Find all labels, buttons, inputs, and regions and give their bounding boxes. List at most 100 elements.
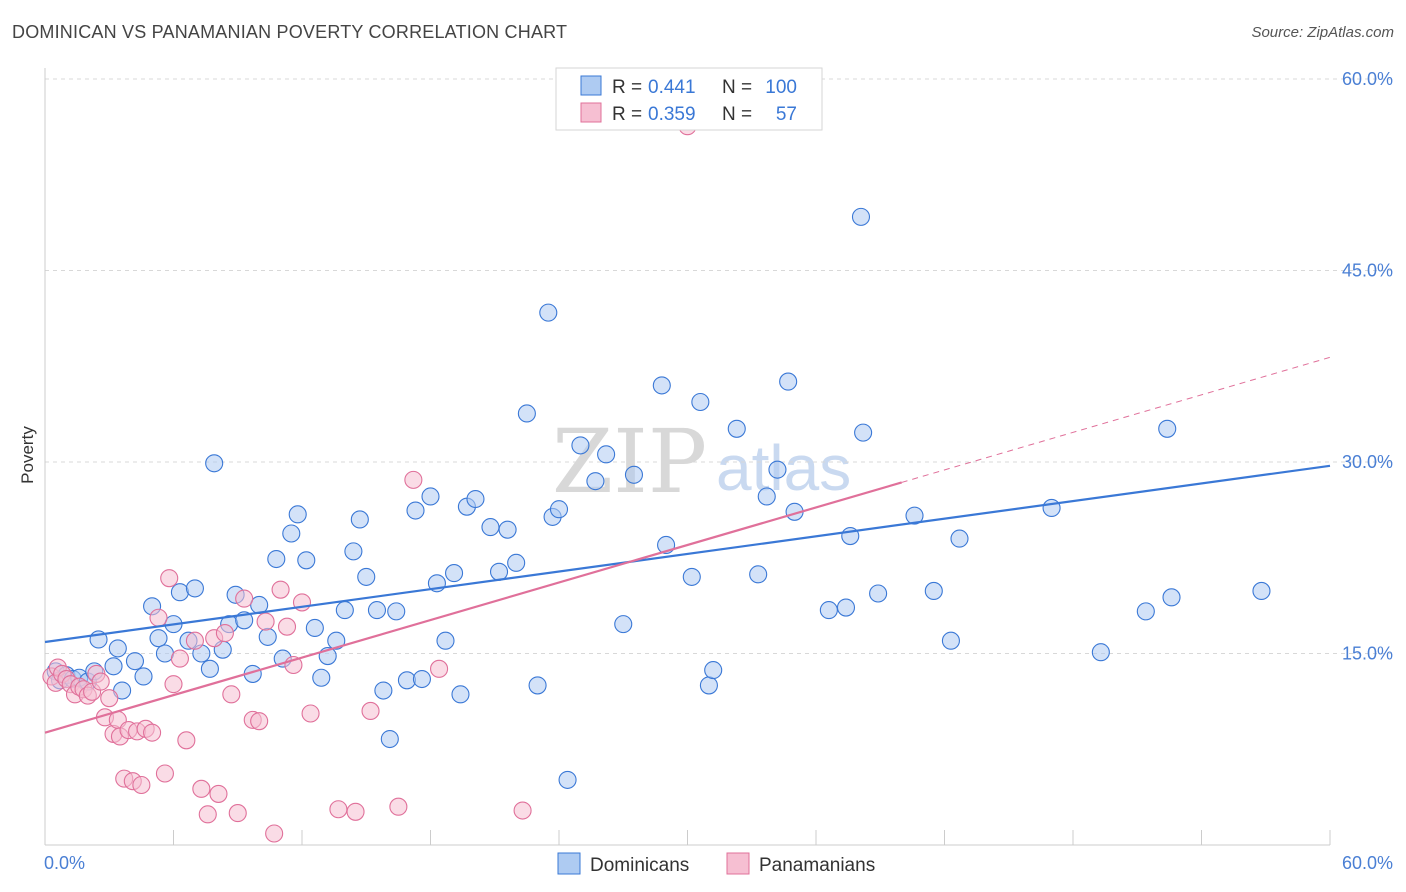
dominicans-point-87 [851, 207, 871, 226]
legend: R = 0.441 N = 100 R = 0.359 N = 57 [555, 67, 823, 131]
dominicans-point-35 [305, 618, 324, 638]
dominicans-point-65 [549, 500, 569, 519]
panamanians-point-29 [170, 649, 189, 668]
panamanians-point-31 [185, 631, 204, 650]
dominicans-point-81 [768, 460, 787, 479]
panamanians-point-38 [228, 804, 247, 823]
dominicans-point-60 [507, 553, 526, 572]
dominicans-point-76 [699, 676, 718, 695]
dominicans-point-72 [652, 376, 671, 395]
panamanians-point-39 [235, 589, 254, 608]
source-label: Source: ZipAtlas.com [1251, 24, 1394, 41]
dominicans-point-92 [941, 631, 960, 650]
dominicans-point-74 [682, 567, 701, 586]
x-tick-label-1: 60.0% [1342, 853, 1393, 873]
dominicans-point-61 [517, 404, 536, 423]
trend-lines [44, 356, 1331, 734]
dominicans-point-98 [1162, 588, 1181, 607]
y-tick-label-3: 60.0% [1342, 69, 1393, 89]
dominicans-point-71 [624, 465, 644, 484]
dominicans-point-78 [727, 419, 746, 438]
y-tick-label-1: 30.0% [1342, 452, 1393, 472]
dominicans-point-49 [412, 669, 431, 689]
dominicans-point-12 [134, 667, 153, 686]
panamanians-point-49 [329, 800, 348, 819]
panamanians-point-50 [346, 802, 365, 821]
dominicans-point-47 [397, 671, 416, 690]
panamanians-trend-line [44, 481, 902, 734]
dominicans-point-42 [357, 567, 376, 586]
dominicans-point-85 [836, 598, 856, 617]
dominicans-point-46 [387, 602, 406, 621]
panamanians-point-37 [222, 685, 241, 704]
legend-n-label-1: N = [722, 77, 752, 98]
dominicans-point-99 [1252, 581, 1271, 600]
panamanians-point-27 [160, 569, 179, 588]
dominicans-point-95 [1091, 643, 1110, 662]
dominicans-point-38 [327, 631, 346, 650]
dominicans-point-36 [312, 668, 331, 687]
bottom-legend: Dominicans Panamanians [557, 852, 875, 876]
dominicans-point-88 [854, 423, 873, 442]
dominicans-point-43 [367, 601, 387, 620]
legend-n-label-2: N = [722, 104, 752, 125]
x-tick-label-0: 0.0% [44, 853, 85, 873]
dominicans-point-44 [374, 681, 393, 700]
dominicans-point-82 [779, 372, 798, 391]
legend-r-value-1: 0.441 [648, 77, 696, 98]
dominicans-point-45 [380, 729, 399, 749]
chart-title: DOMINICAN VS PANAMANIAN POVERTY CORRELAT… [12, 22, 568, 42]
panamanians-point-52 [389, 797, 408, 816]
panamanians-point-28 [164, 675, 183, 694]
dominicans-point-53 [445, 564, 464, 583]
panamanians-point-41 [250, 712, 269, 731]
bottom-legend-swatch-panamanians [726, 852, 750, 875]
dominicans-point-63 [539, 303, 558, 322]
dominicans-point-56 [466, 489, 485, 509]
dominicans-point-21 [200, 659, 219, 678]
dominicans-point-91 [924, 581, 943, 600]
dominicans-point-80 [757, 487, 776, 506]
dominicans-point-96 [1136, 602, 1155, 621]
legend-swatch-panamanians [580, 102, 602, 123]
panamanians-point-35 [209, 784, 228, 803]
dominicans-point-89 [869, 584, 888, 603]
dominicans-points [46, 207, 1271, 789]
panamanians-point-48 [301, 704, 320, 723]
dominicans-point-32 [282, 524, 301, 543]
panamanians-point-36 [215, 624, 234, 643]
dominicans-point-50 [421, 487, 440, 506]
dominicans-point-84 [819, 601, 838, 620]
dominicans-point-52 [436, 631, 455, 650]
dominicans-point-77 [704, 661, 723, 680]
panamanians-point-26 [155, 764, 174, 783]
dominicans-trend-line [44, 464, 1331, 644]
panamanians-point-51 [361, 701, 380, 721]
dominicans-point-22 [205, 454, 224, 473]
dominicans-point-17 [170, 583, 189, 602]
grid [45, 78, 1392, 654]
dominicans-point-9 [108, 639, 127, 658]
panamanians-points [42, 117, 697, 843]
dominicans-point-94 [1042, 498, 1061, 518]
dominicans-point-67 [571, 436, 590, 455]
dominicans-point-11 [125, 652, 144, 671]
dominicans-point-48 [406, 501, 425, 520]
panamanians-point-12 [91, 672, 110, 691]
dominicans-point-14 [149, 629, 168, 648]
dominicans-point-75 [691, 392, 710, 412]
panamanians-point-44 [271, 580, 290, 599]
panamanians-point-43 [265, 824, 284, 843]
bottom-legend-panamanians: Panamanians [759, 855, 875, 876]
dominicans-point-79 [749, 565, 768, 584]
panamanians-point-22 [132, 775, 151, 795]
panamanians-point-53 [404, 470, 423, 489]
dominicans-point-66 [558, 770, 577, 789]
y-tick-label-0: 15.0% [1342, 644, 1393, 664]
legend-r-value-2: 0.359 [648, 104, 696, 125]
dominicans-point-97 [1158, 419, 1177, 438]
legend-swatch-dominicans [580, 75, 602, 96]
bottom-legend-dominicans: Dominicans [590, 855, 689, 876]
dominicans-point-40 [344, 542, 363, 561]
